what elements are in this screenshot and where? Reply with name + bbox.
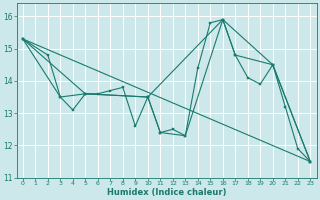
X-axis label: Humidex (Indice chaleur): Humidex (Indice chaleur) <box>107 188 226 197</box>
